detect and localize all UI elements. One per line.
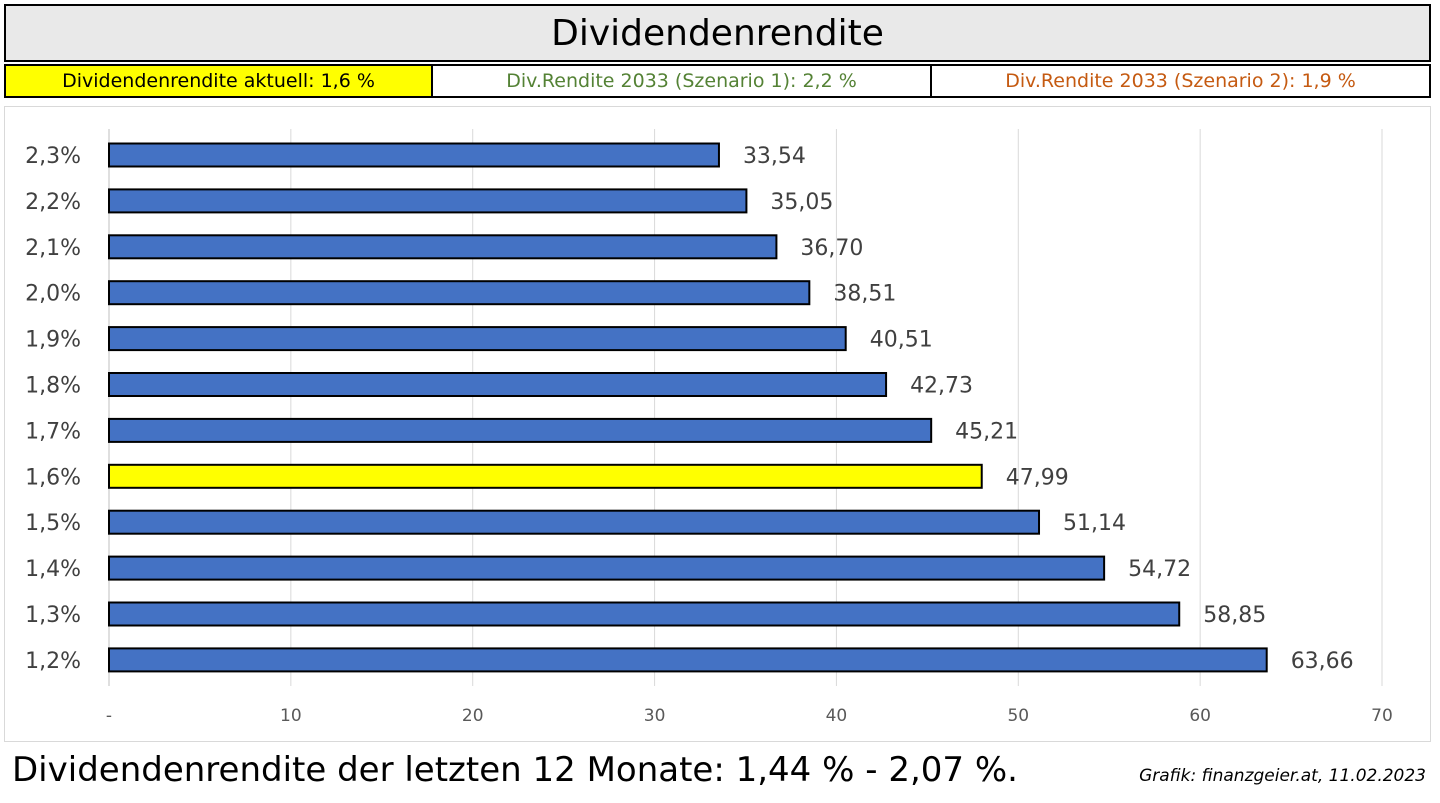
y-tick-label: 1,4% bbox=[25, 557, 81, 582]
y-tick-label: 1,2% bbox=[25, 649, 81, 674]
y-tick-label: 2,2% bbox=[25, 190, 81, 215]
bar bbox=[108, 142, 720, 168]
y-tick-label: 1,9% bbox=[25, 328, 81, 353]
x-tick-label: 40 bbox=[826, 706, 848, 726]
x-tick-label: 20 bbox=[462, 706, 484, 726]
bar bbox=[108, 509, 1041, 535]
y-tick-label: 2,1% bbox=[25, 236, 81, 261]
data-label: 40,51 bbox=[870, 328, 933, 353]
y-tick-label: 1,5% bbox=[25, 511, 81, 536]
y-tick-label: 2,0% bbox=[25, 282, 81, 307]
bar bbox=[108, 280, 811, 306]
scenario1-text: Div.Rendite 2033 (Szenario 1): 2,2 % bbox=[506, 70, 857, 92]
chart-title-text: Dividendenrendite bbox=[551, 12, 884, 54]
x-tick-label: 70 bbox=[1371, 706, 1393, 726]
x-tick-label: 60 bbox=[1189, 706, 1211, 726]
data-label: 33,54 bbox=[743, 144, 806, 169]
current-yield-cell: Dividendenrendite aktuell: 1,6 % bbox=[4, 64, 433, 98]
bar bbox=[108, 234, 778, 260]
scenario2-cell: Div.Rendite 2033 (Szenario 2): 1,9 % bbox=[932, 64, 1431, 98]
footer-summary: Dividendenrendite der letzten 12 Monate:… bbox=[12, 750, 1018, 790]
bar bbox=[108, 417, 933, 443]
data-label: 38,51 bbox=[833, 282, 896, 307]
chart-area: - 10 20 30 40 50 60 70 2,3% 33,54 2,2% 35,05 2,1% 36,… bbox=[4, 106, 1431, 742]
scenario2-text: Div.Rendite 2033 (Szenario 2): 1,9 % bbox=[1005, 70, 1356, 92]
bar bbox=[108, 188, 748, 214]
data-label: 54,72 bbox=[1128, 557, 1191, 582]
bar bbox=[108, 601, 1181, 627]
y-tick-label: 1,8% bbox=[25, 374, 81, 399]
footer-credit: Grafik: finanzgeier.at, 11.02.2023 bbox=[1139, 766, 1426, 786]
bar bbox=[108, 372, 888, 397]
data-label: 47,99 bbox=[1006, 465, 1069, 490]
bar bbox=[108, 463, 983, 489]
y-tick-label: 1,3% bbox=[25, 603, 81, 628]
data-label: 35,05 bbox=[770, 190, 833, 215]
x-tick-label: 50 bbox=[1007, 706, 1029, 726]
x-tick-label: 10 bbox=[280, 706, 302, 726]
info-row: Dividendenrendite aktuell: 1,6 % Div.Ren… bbox=[4, 64, 1431, 98]
bar bbox=[108, 326, 847, 352]
y-tick-label: 1,7% bbox=[25, 419, 81, 444]
data-label: 58,85 bbox=[1203, 603, 1266, 628]
data-label: 63,66 bbox=[1291, 649, 1354, 674]
data-label: 42,73 bbox=[910, 374, 973, 399]
data-label: 51,14 bbox=[1063, 511, 1126, 536]
bar-chart: - 10 20 30 40 50 60 70 2,3% 33,54 2,2% 35,05 2,1% 36,… bbox=[25, 129, 1393, 726]
bar bbox=[108, 555, 1106, 581]
x-tick-label: - bbox=[106, 706, 112, 726]
chart-title: Dividendenrendite bbox=[4, 4, 1431, 62]
scenario1-cell: Div.Rendite 2033 (Szenario 1): 2,2 % bbox=[433, 64, 932, 98]
data-label: 45,21 bbox=[955, 419, 1018, 444]
y-tick-label: 2,3% bbox=[25, 144, 81, 169]
y-tick-label: 1,6% bbox=[25, 465, 81, 490]
bar bbox=[108, 647, 1268, 673]
data-label: 36,70 bbox=[800, 236, 863, 261]
current-yield-text: Dividendenrendite aktuell: 1,6 % bbox=[62, 70, 375, 92]
x-tick-label: 30 bbox=[644, 706, 666, 726]
